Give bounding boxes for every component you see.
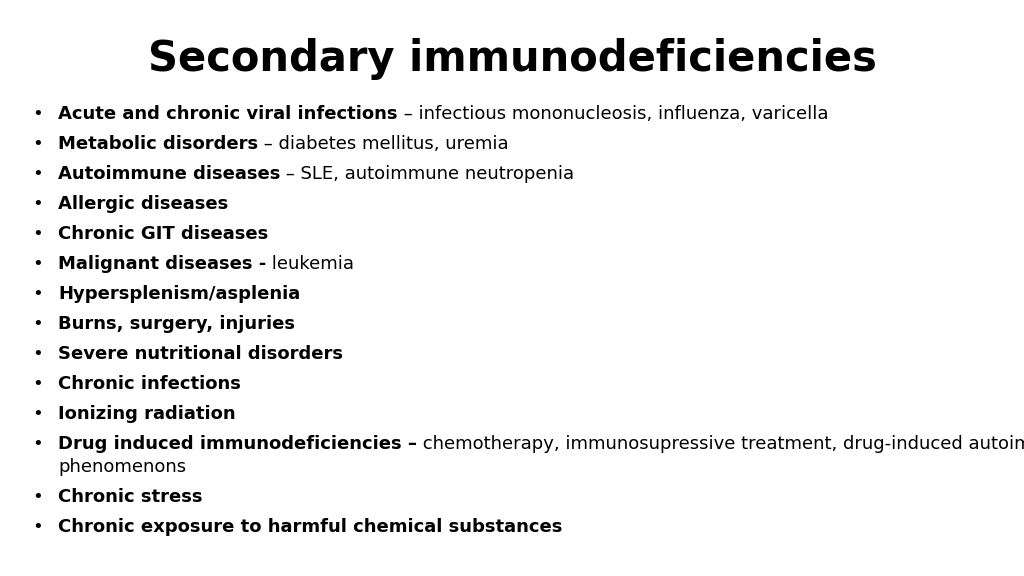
Text: •: • <box>33 315 43 333</box>
Text: •: • <box>33 135 43 153</box>
Text: •: • <box>33 285 43 303</box>
Text: •: • <box>33 195 43 213</box>
Text: Secondary immunodeficiencies: Secondary immunodeficiencies <box>147 38 877 80</box>
Text: Acute and chronic viral infections: Acute and chronic viral infections <box>58 105 397 123</box>
Text: •: • <box>33 105 43 123</box>
Text: Drug induced immunodeficiencies –: Drug induced immunodeficiencies – <box>58 435 417 453</box>
Text: •: • <box>33 255 43 273</box>
Text: Metabolic disorders: Metabolic disorders <box>58 135 258 153</box>
Text: Chronic exposure to harmful chemical substances: Chronic exposure to harmful chemical sub… <box>58 517 562 536</box>
Text: Malignant diseases -: Malignant diseases - <box>58 255 266 273</box>
Text: Hypersplenism/asplenia: Hypersplenism/asplenia <box>58 285 300 303</box>
Text: – diabetes mellitus, uremia: – diabetes mellitus, uremia <box>258 135 509 153</box>
Text: •: • <box>33 225 43 243</box>
Text: leukemia: leukemia <box>266 255 354 273</box>
Text: Burns, surgery, injuries: Burns, surgery, injuries <box>58 315 295 333</box>
Text: Chronic GIT diseases: Chronic GIT diseases <box>58 225 268 243</box>
Text: •: • <box>33 345 43 363</box>
Text: – SLE, autoimmune neutropenia: – SLE, autoimmune neutropenia <box>281 165 574 183</box>
Text: •: • <box>33 517 43 536</box>
Text: •: • <box>33 165 43 183</box>
Text: •: • <box>33 405 43 423</box>
Text: •: • <box>33 375 43 393</box>
Text: Allergic diseases: Allergic diseases <box>58 195 228 213</box>
Text: Severe nutritional disorders: Severe nutritional disorders <box>58 345 343 363</box>
Text: •: • <box>33 435 43 453</box>
Text: phenomenons: phenomenons <box>58 457 186 476</box>
Text: Autoimmune diseases: Autoimmune diseases <box>58 165 281 183</box>
Text: Chronic infections: Chronic infections <box>58 375 241 393</box>
Text: Ionizing radiation: Ionizing radiation <box>58 405 236 423</box>
Text: •: • <box>33 487 43 506</box>
Text: chemotherapy, immunosupressive treatment, drug-induced autoimmune: chemotherapy, immunosupressive treatment… <box>417 435 1024 453</box>
Text: – infectious mononucleosis, influenza, varicella: – infectious mononucleosis, influenza, v… <box>397 105 828 123</box>
Text: Chronic stress: Chronic stress <box>58 487 203 506</box>
